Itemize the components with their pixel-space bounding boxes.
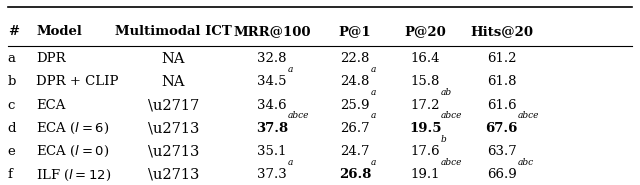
Text: a: a <box>371 88 376 97</box>
Text: a: a <box>288 65 294 74</box>
Text: b: b <box>441 135 447 144</box>
Text: f: f <box>8 169 13 181</box>
Text: 17.6: 17.6 <box>410 145 440 158</box>
Text: 17.2: 17.2 <box>410 99 440 112</box>
Text: 32.8: 32.8 <box>257 52 287 65</box>
Text: P@1: P@1 <box>339 25 371 38</box>
Text: 19.1: 19.1 <box>410 169 440 181</box>
Text: 16.4: 16.4 <box>410 52 440 65</box>
Text: Model: Model <box>36 25 83 38</box>
Text: a: a <box>288 158 294 167</box>
Text: d: d <box>8 122 16 135</box>
Text: \u2713: \u2713 <box>148 121 199 135</box>
Text: b: b <box>8 75 16 88</box>
Text: MRR@100: MRR@100 <box>234 25 311 38</box>
Text: a: a <box>8 52 16 65</box>
Text: 67.6: 67.6 <box>485 122 518 135</box>
Text: \u2713: \u2713 <box>148 145 199 159</box>
Text: DPR + CLIP: DPR + CLIP <box>36 75 119 88</box>
Text: 61.8: 61.8 <box>487 75 516 88</box>
Text: a: a <box>371 111 376 120</box>
Text: ECA: ECA <box>36 99 66 112</box>
Text: 61.6: 61.6 <box>487 99 516 112</box>
Text: 15.8: 15.8 <box>410 75 440 88</box>
Text: P@20: P@20 <box>404 25 446 38</box>
Text: \u2717: \u2717 <box>148 98 199 112</box>
Text: ECA ($l = 6$): ECA ($l = 6$) <box>36 121 109 136</box>
Text: \u2713: \u2713 <box>148 168 199 182</box>
Text: 63.7: 63.7 <box>487 145 516 158</box>
Text: 26.7: 26.7 <box>340 122 370 135</box>
Text: 25.9: 25.9 <box>340 99 370 112</box>
Text: DPR: DPR <box>36 52 66 65</box>
Text: 34.5: 34.5 <box>257 75 287 88</box>
Text: 26.8: 26.8 <box>339 169 371 181</box>
Text: NA: NA <box>162 52 185 66</box>
Text: 19.5: 19.5 <box>409 122 442 135</box>
Text: 66.9: 66.9 <box>487 169 516 181</box>
Text: abce: abce <box>441 158 463 167</box>
Text: 34.6: 34.6 <box>257 99 287 112</box>
Text: a: a <box>371 65 376 74</box>
Text: abc: abc <box>518 158 534 167</box>
Text: abce: abce <box>441 111 463 120</box>
Text: abce: abce <box>288 111 310 120</box>
Text: c: c <box>8 99 15 112</box>
Text: abce: abce <box>518 111 539 120</box>
Text: ECA ($l = 0$): ECA ($l = 0$) <box>36 144 109 159</box>
Text: 61.2: 61.2 <box>487 52 516 65</box>
Text: 24.7: 24.7 <box>340 145 370 158</box>
Text: 22.8: 22.8 <box>340 52 370 65</box>
Text: 24.8: 24.8 <box>340 75 370 88</box>
Text: e: e <box>8 145 15 158</box>
Text: Hits@20: Hits@20 <box>470 25 533 38</box>
Text: 35.1: 35.1 <box>257 145 287 158</box>
Text: a: a <box>371 158 376 167</box>
Text: Multimodal ICT: Multimodal ICT <box>115 25 232 38</box>
Text: NA: NA <box>162 75 185 89</box>
Text: 37.8: 37.8 <box>256 122 288 135</box>
Text: 37.3: 37.3 <box>257 169 287 181</box>
Text: #: # <box>8 25 19 38</box>
Text: ab: ab <box>441 88 452 97</box>
Text: ILF ($l = 12$): ILF ($l = 12$) <box>36 167 112 183</box>
